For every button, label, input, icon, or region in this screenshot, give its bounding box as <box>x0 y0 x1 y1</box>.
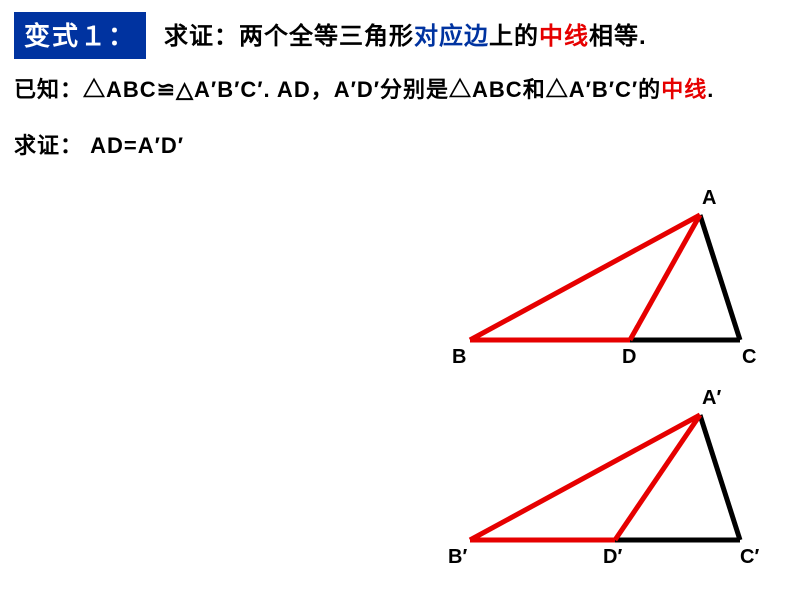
prove-prefix: 求证： <box>14 133 83 158</box>
title-prefix: 求证：两个全等三角形 <box>164 23 414 50</box>
title-suffix: 相等. <box>589 23 647 50</box>
title-blue: 对应边 <box>414 23 489 50</box>
vertex-b-label: B′ <box>448 546 467 569</box>
given-line: 已知：△ABC≌△A′B′C′. AD，A′D′分别是△ABC和△A′B′C′的… <box>14 72 714 104</box>
title-red: 中线 <box>539 23 589 50</box>
vertex-c-label: C′ <box>740 546 759 569</box>
variant-badge: 变式１： <box>14 12 146 59</box>
vertex-d-label: D <box>622 346 636 369</box>
triangle-abc: ABCD <box>450 200 760 365</box>
triangle-svg <box>450 400 760 565</box>
vertex-d-label: D′ <box>603 546 622 569</box>
given-suffix: . <box>707 77 714 102</box>
given-body: △ABC≌△A′B′C′. AD，A′D′分别是△ABC和△A′B′C′的 <box>83 77 661 102</box>
title-line: 求证：两个全等三角形对应边上的中线相等. <box>164 16 647 51</box>
vertex-a-label: A <box>702 187 716 210</box>
title-mid: 上的 <box>489 23 539 50</box>
triangle-svg <box>450 200 760 365</box>
given-red: 中线 <box>661 77 707 102</box>
prove-line: 求证： AD=A′D′ <box>14 128 184 160</box>
vertex-c-label: C <box>742 346 756 369</box>
vertex-a-label: A′ <box>702 387 721 410</box>
triangle-a1b1c1: A′B′C′D′ <box>450 400 760 565</box>
prove-eq: AD=A′D′ <box>83 133 184 158</box>
given-prefix: 已知： <box>14 77 83 102</box>
vertex-b-label: B <box>452 346 466 369</box>
